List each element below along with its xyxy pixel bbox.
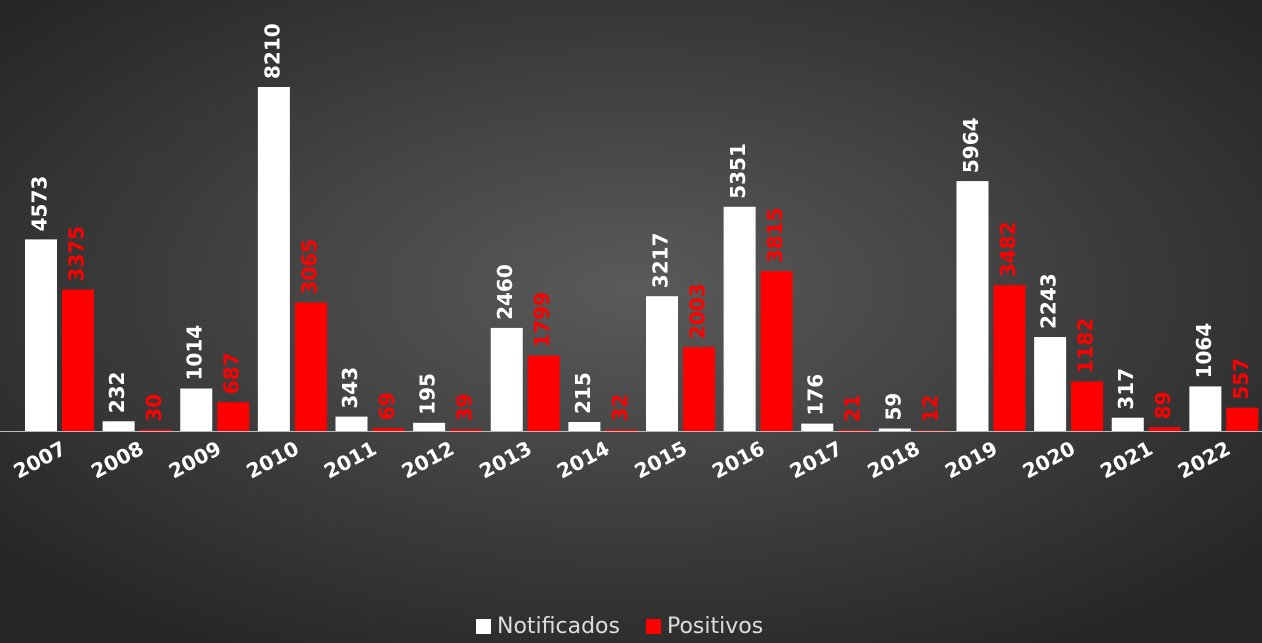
bar bbox=[1189, 386, 1222, 431]
value-label: 32 bbox=[608, 394, 632, 422]
legend-swatch bbox=[476, 619, 491, 634]
value-label: 687 bbox=[220, 352, 244, 394]
bar bbox=[915, 430, 948, 431]
value-label: 30 bbox=[142, 394, 166, 422]
bar bbox=[878, 428, 911, 431]
bar bbox=[646, 296, 678, 431]
value-label: 39 bbox=[453, 394, 477, 422]
value-label: 69 bbox=[375, 392, 399, 420]
value-label: 3375 bbox=[65, 226, 89, 282]
value-label: 1064 bbox=[1192, 323, 1216, 379]
bar bbox=[527, 355, 560, 431]
value-label: 2243 bbox=[1037, 273, 1061, 329]
value-label: 12 bbox=[918, 395, 942, 423]
value-label: 4573 bbox=[28, 176, 52, 232]
value-label: 3482 bbox=[996, 221, 1020, 277]
bar bbox=[139, 429, 172, 431]
bar bbox=[801, 423, 834, 431]
value-label: 2460 bbox=[493, 264, 517, 320]
bar bbox=[217, 402, 250, 431]
bar bbox=[605, 429, 638, 431]
legend-label: Notificados bbox=[497, 614, 620, 639]
bar bbox=[372, 428, 405, 431]
value-label: 1182 bbox=[1074, 318, 1098, 374]
value-label: 1014 bbox=[183, 325, 207, 381]
value-label: 8210 bbox=[260, 23, 284, 79]
value-label: 5964 bbox=[959, 117, 983, 173]
legend-swatch bbox=[645, 619, 661, 634]
value-label: 2003 bbox=[686, 283, 710, 339]
bar bbox=[102, 421, 135, 431]
value-label: 3065 bbox=[297, 239, 321, 295]
bar bbox=[62, 289, 94, 431]
bar bbox=[1071, 381, 1104, 431]
value-label: 557 bbox=[1229, 358, 1253, 400]
bar bbox=[723, 206, 756, 431]
legend-label: Positivos bbox=[667, 614, 763, 639]
bar bbox=[257, 87, 290, 431]
bar bbox=[956, 181, 989, 431]
value-label: 3815 bbox=[763, 207, 787, 263]
bar bbox=[335, 416, 368, 431]
value-label: 215 bbox=[571, 372, 595, 414]
value-label: 232 bbox=[105, 372, 129, 414]
bar bbox=[993, 285, 1026, 431]
bar bbox=[683, 347, 715, 431]
value-label: 1799 bbox=[530, 292, 554, 348]
value-label: 195 bbox=[416, 373, 440, 415]
value-label: 317 bbox=[1114, 368, 1138, 410]
value-label: 343 bbox=[338, 367, 362, 409]
bar bbox=[25, 239, 57, 431]
bar bbox=[294, 302, 327, 431]
value-label: 5351 bbox=[726, 143, 750, 199]
bar bbox=[1226, 407, 1259, 431]
value-label: 89 bbox=[1151, 391, 1175, 419]
bar bbox=[568, 421, 601, 431]
bar bbox=[1111, 417, 1144, 431]
bar bbox=[760, 271, 793, 431]
value-label: 21 bbox=[841, 394, 865, 422]
bar bbox=[1034, 337, 1067, 431]
bar bbox=[490, 327, 523, 431]
bar bbox=[413, 422, 446, 431]
bar bbox=[450, 429, 483, 431]
value-label: 3217 bbox=[649, 233, 673, 289]
bar bbox=[180, 388, 213, 431]
bar bbox=[1148, 427, 1181, 431]
bar bbox=[838, 430, 871, 431]
value-label: 59 bbox=[881, 393, 905, 421]
value-label: 176 bbox=[804, 374, 828, 416]
